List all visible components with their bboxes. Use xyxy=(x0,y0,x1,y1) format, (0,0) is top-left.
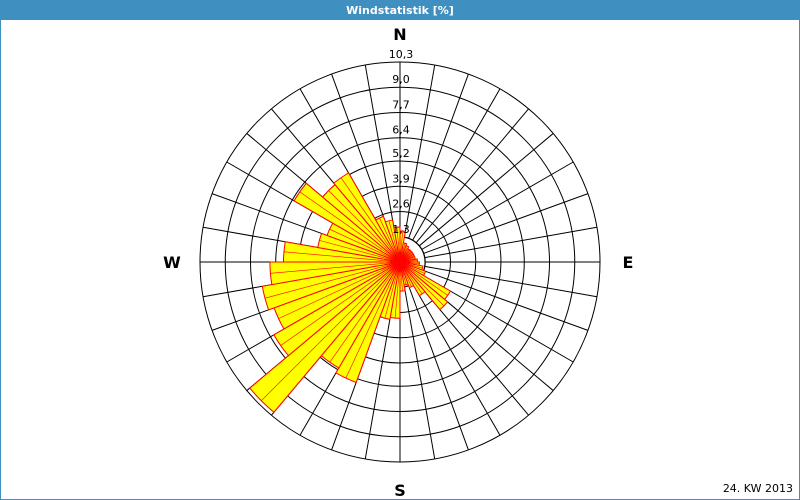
bar-center xyxy=(328,190,401,263)
bar-center xyxy=(299,191,401,263)
spoke xyxy=(364,64,397,238)
bar-center xyxy=(319,240,401,263)
bar-center xyxy=(283,251,401,263)
bar-center xyxy=(329,228,401,263)
r-tick-label: 3,9 xyxy=(392,172,410,185)
direction-label: S xyxy=(394,481,406,499)
direction-label: E xyxy=(623,253,634,272)
spoke xyxy=(423,193,589,254)
bar-center xyxy=(396,227,401,263)
spoke xyxy=(424,265,598,298)
r-tick-label: 10,3 xyxy=(389,48,414,61)
spoke xyxy=(408,285,469,451)
bar-center xyxy=(345,261,401,379)
r-tick-label: 9,0 xyxy=(392,73,410,86)
bar-center xyxy=(399,261,423,294)
spoke xyxy=(418,133,554,247)
bar xyxy=(273,261,401,357)
bar-center xyxy=(379,217,401,263)
chart-title: Windstatistik [%] xyxy=(1,1,799,20)
bar xyxy=(269,261,401,286)
r-tick-label: 7,7 xyxy=(392,98,410,111)
bar-center xyxy=(270,261,401,274)
spoke xyxy=(408,73,469,239)
direction-label: W xyxy=(163,253,181,272)
bar-center xyxy=(278,261,401,319)
r-tick-label: 6,4 xyxy=(392,124,410,137)
annotation: 24. KW 2013 xyxy=(722,482,793,495)
bar xyxy=(333,172,401,263)
spoke xyxy=(421,161,574,250)
spoke xyxy=(423,270,589,331)
bar-center xyxy=(329,261,401,363)
bar-center xyxy=(399,261,448,296)
r-tick-label: 1,3 xyxy=(392,223,410,236)
spoke xyxy=(412,88,501,241)
spoke xyxy=(424,226,598,259)
spoke xyxy=(412,283,501,436)
bar-center xyxy=(394,261,401,319)
direction-label: N xyxy=(393,25,406,44)
bar-center xyxy=(340,177,401,263)
bar-center xyxy=(388,220,401,263)
bar-center xyxy=(399,261,445,307)
bar-center xyxy=(280,261,401,346)
spoke xyxy=(331,73,392,239)
bar-center xyxy=(384,261,401,319)
bar-center xyxy=(261,261,401,401)
bar-center xyxy=(264,261,401,299)
spoke xyxy=(415,108,529,244)
spoke xyxy=(403,286,436,460)
r-tick-label: 2,6 xyxy=(392,198,410,211)
spoke xyxy=(403,64,436,238)
r-tick-label: 5,2 xyxy=(392,147,410,160)
bar xyxy=(335,261,401,384)
bar xyxy=(261,261,401,311)
